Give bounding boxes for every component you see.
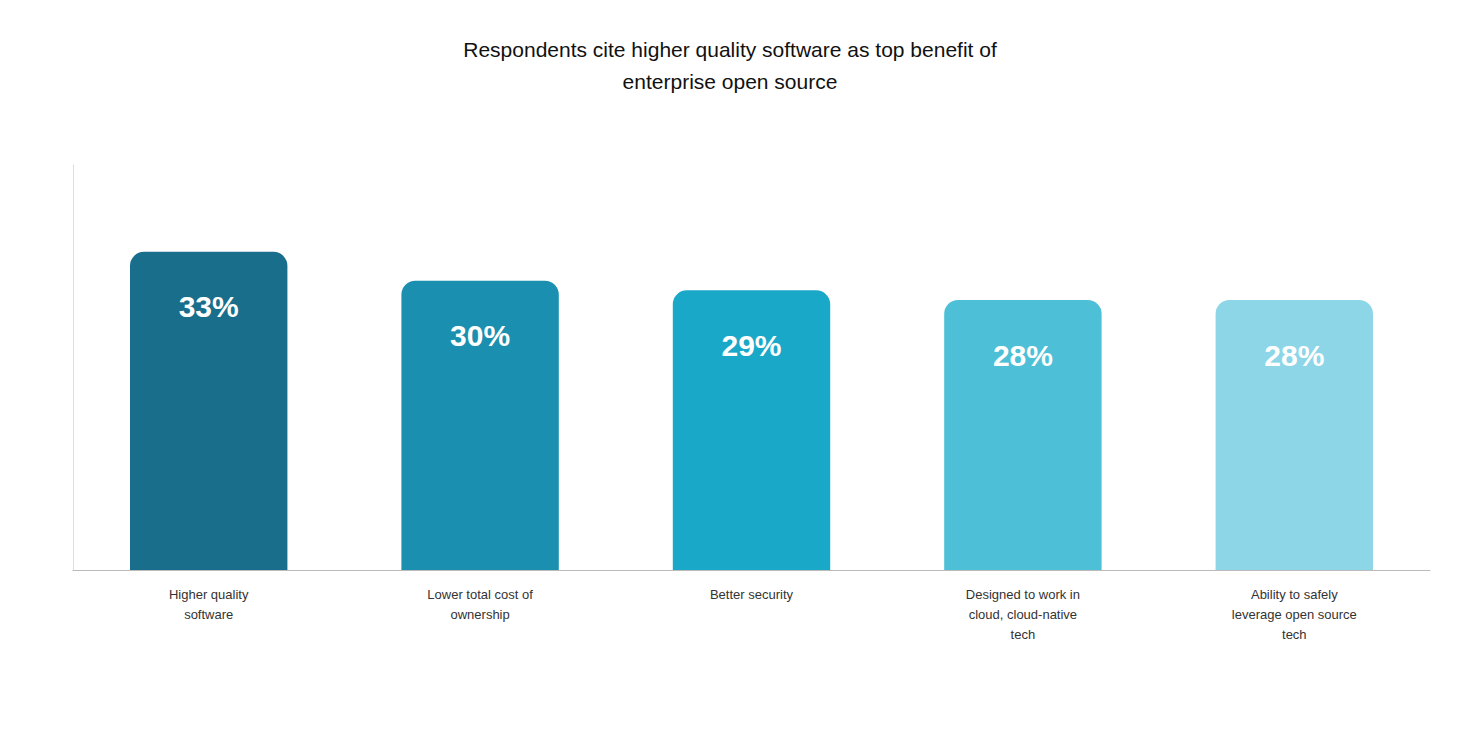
- svg-text:cloud, cloud-native: cloud, cloud-native: [969, 607, 1077, 622]
- svg-text:Designed to work in: Designed to work in: [966, 587, 1080, 602]
- svg-text:Better security: Better security: [710, 587, 794, 602]
- svg-text:enterprise open source: enterprise open source: [623, 70, 838, 93]
- svg-text:tech: tech: [1011, 627, 1036, 642]
- svg-text:tech: tech: [1282, 627, 1307, 642]
- svg-text:ownership: ownership: [450, 607, 509, 622]
- svg-text:software: software: [184, 607, 233, 622]
- svg-text:29%: 29%: [721, 329, 781, 362]
- svg-text:Lower total cost of: Lower total cost of: [427, 587, 533, 602]
- svg-text:Higher quality: Higher quality: [169, 587, 249, 602]
- svg-text:33%: 33%: [179, 290, 239, 323]
- svg-text:Respondents cite higher qualit: Respondents cite higher quality software…: [463, 38, 997, 61]
- svg-text:28%: 28%: [993, 339, 1053, 372]
- svg-text:28%: 28%: [1264, 339, 1324, 372]
- svg-text:30%: 30%: [450, 319, 510, 352]
- svg-text:Ability to safely: Ability to safely: [1251, 587, 1338, 602]
- svg-text:leverage open source: leverage open source: [1232, 607, 1357, 622]
